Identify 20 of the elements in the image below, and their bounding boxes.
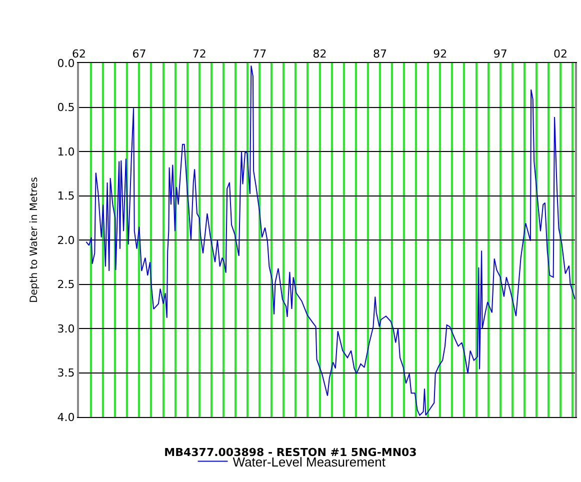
x-tick-label: 77 [252,48,267,61]
y-tick-label: 2.5 [57,278,75,292]
x-tick-label: 67 [132,48,146,61]
y-tick-label: 3.5 [57,366,75,380]
y-tick-label: 3.0 [57,322,75,336]
x-tick-label: 97 [493,48,508,61]
y-tick-label: 1.5 [57,190,75,203]
y-tick-label: 1.0 [57,145,75,158]
x-tick-label: 82 [312,48,327,61]
line-series [86,65,575,416]
y-tick-label: 4.0 [57,410,75,424]
y-tick-label: 2.0 [57,234,75,247]
x-tick-label: 02 [554,48,568,61]
x-tick-label: 72 [192,48,206,61]
x-tick-label: 62 [72,48,86,61]
x-tick-label: 87 [372,48,387,61]
x-tick-label: 92 [433,48,448,61]
y-tick-label: 0.5 [57,101,75,114]
y-tick-label: 0.0 [57,56,75,70]
y-axis-title: Depth to Water in Metres [28,177,40,303]
